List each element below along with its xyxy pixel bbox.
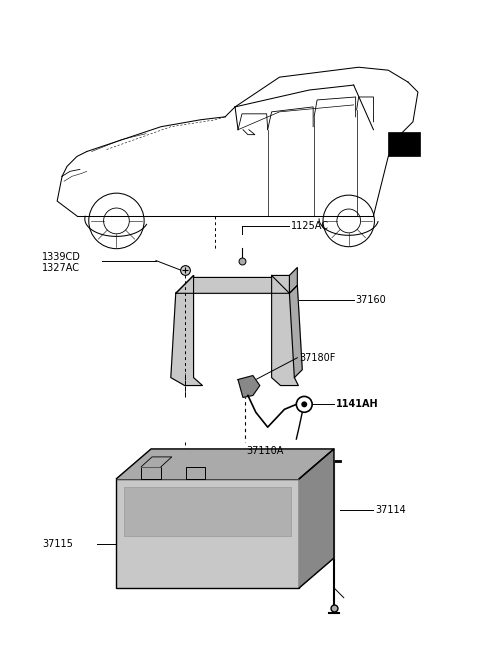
Polygon shape: [272, 275, 298, 386]
Bar: [124, 487, 291, 535]
Polygon shape: [238, 376, 260, 397]
Bar: [186, 467, 205, 479]
Polygon shape: [117, 449, 334, 479]
Bar: [117, 479, 300, 588]
Circle shape: [296, 396, 312, 413]
Text: 37115: 37115: [42, 539, 73, 549]
Circle shape: [301, 401, 307, 407]
Polygon shape: [289, 285, 302, 378]
Bar: [141, 467, 161, 479]
Text: 37114: 37114: [375, 505, 406, 516]
Text: 1141AH: 1141AH: [336, 399, 379, 409]
Text: 37110A: 37110A: [246, 446, 283, 456]
Text: 1339CD
1327AC: 1339CD 1327AC: [42, 252, 81, 273]
Bar: [388, 131, 420, 156]
Polygon shape: [141, 457, 172, 467]
Text: 1125AC: 1125AC: [291, 221, 329, 231]
Polygon shape: [300, 449, 334, 588]
Polygon shape: [171, 275, 203, 386]
Text: 37160: 37160: [356, 295, 386, 306]
Polygon shape: [289, 267, 297, 293]
Text: 37180F: 37180F: [300, 353, 336, 363]
Polygon shape: [176, 275, 289, 293]
